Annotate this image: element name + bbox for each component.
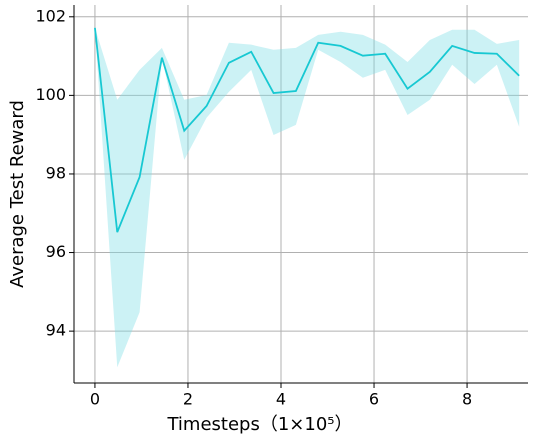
y-axis-label: Average Test Reward: [7, 100, 28, 288]
x-tick-label: 8: [462, 390, 472, 409]
y-tick-label: 96: [46, 242, 66, 261]
y-tick-label: 98: [46, 163, 66, 182]
line: [94, 27, 520, 233]
y-tick-label: 100: [35, 85, 66, 104]
x-tick-label: 0: [90, 390, 100, 409]
x-axis-label: Timesteps（1×10⁵）: [166, 414, 352, 435]
x-tick-label: 4: [276, 390, 286, 409]
y-tick-label: 94: [46, 321, 66, 340]
y-tick-label: 102: [35, 6, 66, 25]
x-tick-label: 6: [369, 390, 379, 409]
x-tick-label: 2: [183, 390, 193, 409]
